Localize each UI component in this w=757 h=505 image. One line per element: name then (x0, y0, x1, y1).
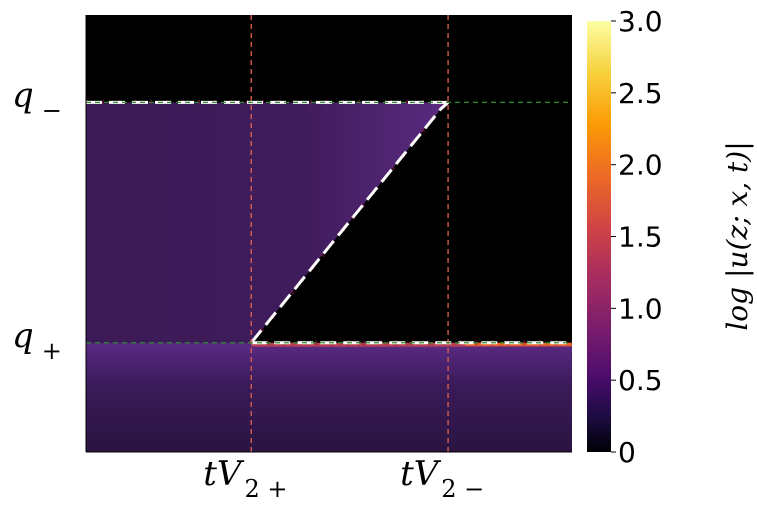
colorbar-gradient (587, 21, 611, 452)
slanted-edge (250, 101, 450, 344)
y-tick-label-1: q + (12, 316, 62, 365)
region-bottom-band (86, 342, 572, 452)
colorbar-tick-label-2: 1.0 (618, 292, 663, 325)
colorbar-tick-label-0: 0 (618, 436, 636, 469)
colorbar-tick-label-5: 2.5 (618, 77, 663, 110)
colorbar-label: log |u(z; x, t)| (721, 141, 754, 330)
colorbar: 0 0.5 1.0 1.5 2.0 2.5 3.0 log |u(z; x, t)| (587, 5, 754, 469)
colorbar-tick-label-1: 0.5 (618, 364, 663, 397)
guide-lines (86, 15, 572, 452)
region-wedge (251, 102, 573, 343)
x-tick-label-1: tV 2 − (400, 454, 484, 503)
x-tick-label-0: tV 2 + (203, 454, 287, 503)
axes: tV 2 + tV 2 − q − q + (12, 15, 572, 503)
colorbar-tick-label-3: 1.5 (618, 221, 663, 254)
colorbar-tick-label-6: 3.0 (618, 5, 663, 38)
y-tick-label-0: q − (12, 75, 62, 124)
plot-area (86, 15, 573, 452)
colorbar-tick-label-4: 2.0 (618, 149, 663, 182)
